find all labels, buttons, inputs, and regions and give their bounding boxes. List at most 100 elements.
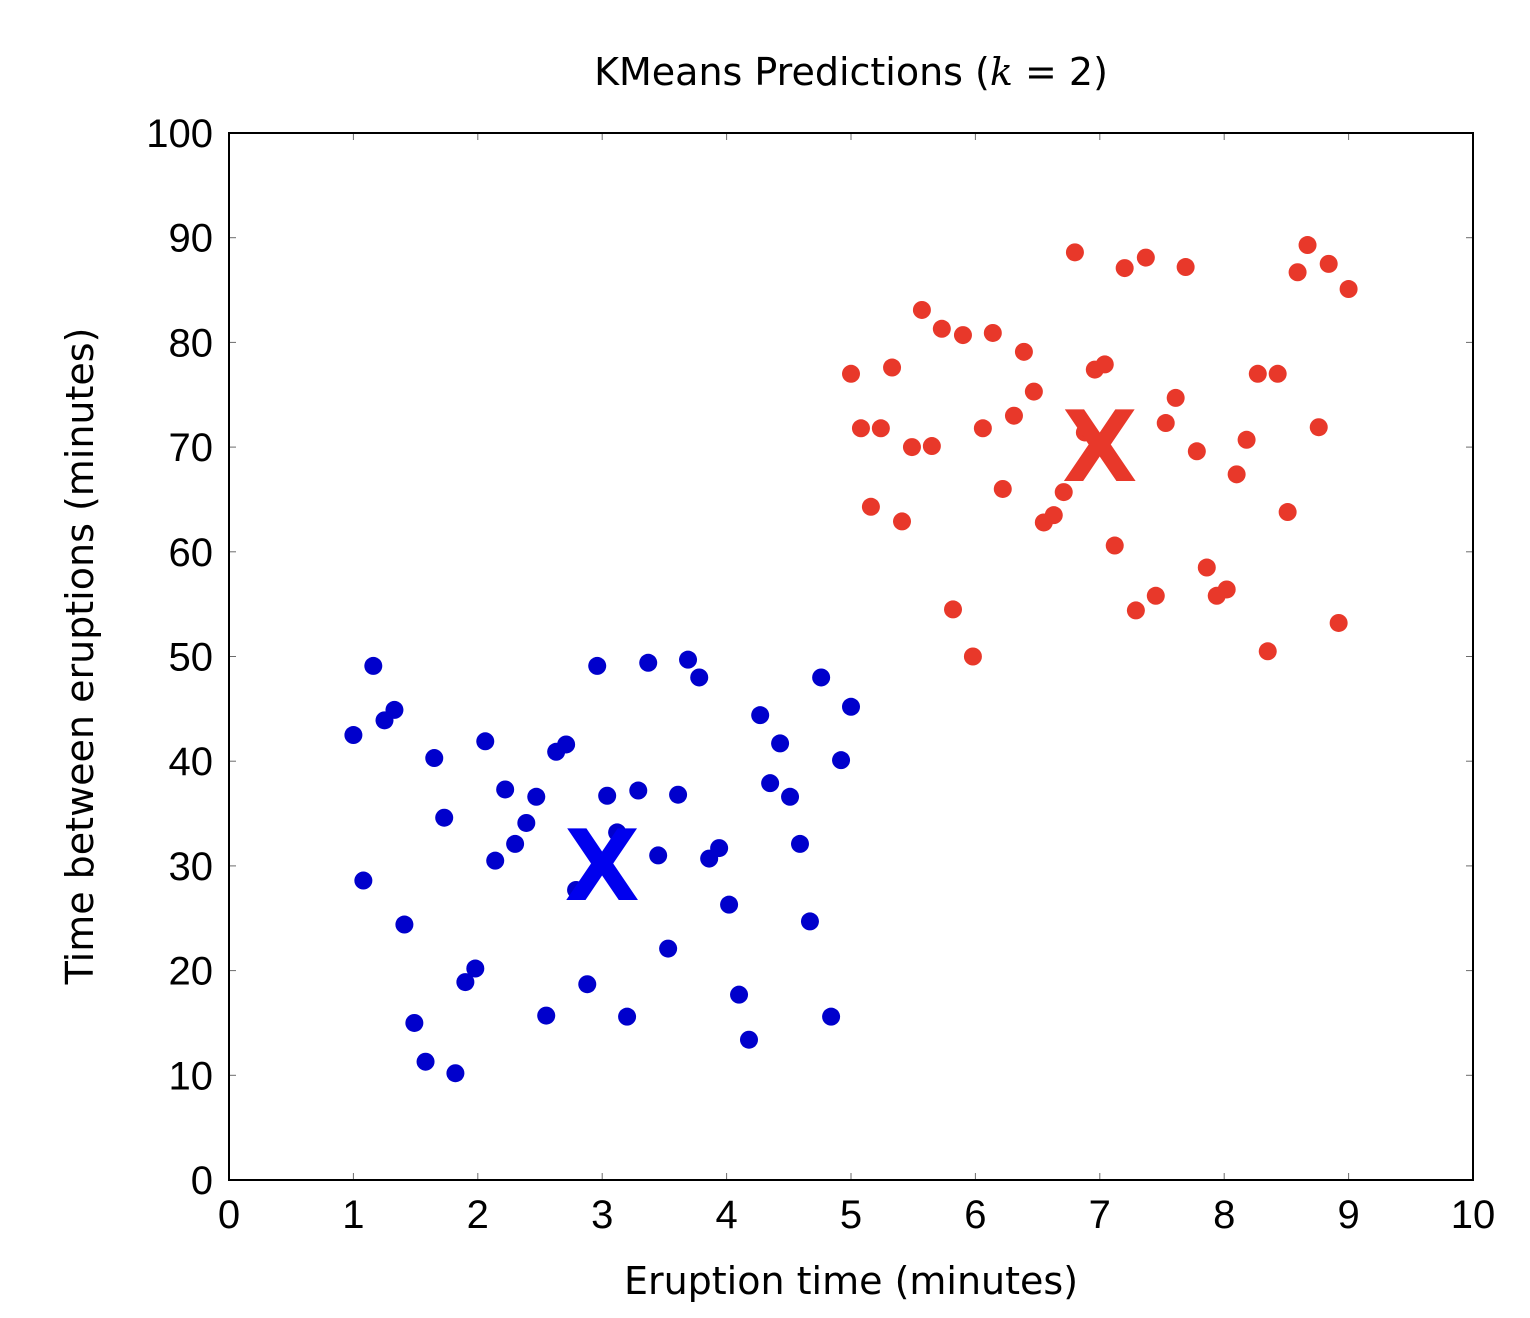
x-tick-label: 7 bbox=[1089, 1193, 1111, 1237]
cluster-2-point bbox=[1146, 586, 1165, 605]
cluster-2-point bbox=[922, 437, 941, 456]
cluster-2-point bbox=[1329, 613, 1348, 632]
x-tick-label: 3 bbox=[591, 1193, 613, 1237]
cluster-1-point bbox=[639, 653, 658, 672]
cluster-1-point bbox=[761, 774, 780, 793]
cluster-2-point bbox=[1298, 236, 1317, 255]
cluster-2-point bbox=[1197, 558, 1216, 577]
cluster-2-point bbox=[1187, 442, 1206, 461]
cluster-1-point bbox=[517, 813, 536, 832]
cluster-2-point bbox=[1115, 259, 1134, 278]
cluster-1-point bbox=[486, 851, 505, 870]
cluster-2-point bbox=[1095, 355, 1114, 374]
cluster-1-point bbox=[405, 1013, 424, 1032]
cluster-1-point bbox=[739, 1030, 758, 1049]
x-tick-label: 2 bbox=[467, 1193, 489, 1237]
cluster-1-point bbox=[659, 939, 678, 958]
plot-frame bbox=[228, 132, 1474, 1181]
cluster-1-point bbox=[842, 697, 860, 716]
x-tick-labels: 0 1 2 3 4 5 6 7 8 9 10 bbox=[218, 1193, 1495, 1237]
cluster-1-point bbox=[416, 1052, 435, 1071]
chart-title-part-1: KMeans Predictions ( bbox=[594, 50, 990, 94]
cluster-2-point bbox=[1288, 263, 1307, 282]
cluster-1-point bbox=[730, 985, 749, 1004]
cluster-2-point bbox=[883, 358, 902, 377]
cluster-2-point bbox=[1136, 248, 1155, 267]
x-tick-label: 9 bbox=[1337, 1193, 1359, 1237]
y-tick-label: 20 bbox=[169, 950, 214, 994]
data-points bbox=[344, 236, 1358, 1083]
cluster-1-point bbox=[496, 780, 515, 799]
cluster-1-point bbox=[618, 1007, 637, 1026]
y-tick-label: 60 bbox=[169, 531, 214, 575]
y-tick-labels: 0 10 20 30 40 50 60 70 80 90 100 bbox=[146, 112, 213, 1203]
y-axis-label: Time between eruptions (minutes) bbox=[58, 328, 102, 986]
cluster-1-point bbox=[629, 781, 648, 800]
cluster-1-point bbox=[832, 751, 851, 770]
y-tick-label: 40 bbox=[169, 740, 214, 784]
cluster-1-point bbox=[385, 700, 404, 719]
cluster-2-point bbox=[902, 438, 921, 457]
cluster-2-point bbox=[1004, 406, 1023, 425]
cluster-2-point bbox=[851, 419, 870, 438]
y-tick-label: 90 bbox=[169, 217, 214, 261]
cluster-2-point bbox=[1278, 503, 1297, 522]
chart-title: KMeans Predictions (k = 2) bbox=[594, 50, 1108, 94]
x-tick-label: 8 bbox=[1213, 1193, 1235, 1237]
cluster-1-point bbox=[800, 912, 819, 931]
cluster-1-point bbox=[781, 787, 800, 806]
cluster-2-point bbox=[1156, 414, 1175, 433]
cluster-1-point bbox=[771, 734, 790, 753]
cluster-2-point bbox=[1237, 430, 1256, 449]
x-tick-label: 4 bbox=[715, 1193, 737, 1237]
cluster-1-point bbox=[435, 808, 454, 827]
cluster-1-point bbox=[527, 787, 546, 806]
chart-title-part-3: = 2) bbox=[1013, 50, 1108, 94]
cluster-2-point bbox=[1024, 382, 1043, 401]
cluster-1-point bbox=[710, 839, 729, 858]
cluster-2-point bbox=[1044, 506, 1063, 525]
y-tick-label: 10 bbox=[169, 1054, 214, 1098]
y-tick-label: 70 bbox=[169, 426, 214, 470]
cluster-1-point bbox=[446, 1064, 465, 1083]
cluster-1-point bbox=[608, 823, 627, 842]
cluster-2-point bbox=[893, 512, 912, 531]
cluster-1-point bbox=[537, 1006, 556, 1025]
cluster-1-point bbox=[567, 880, 586, 899]
cluster-1-point bbox=[506, 834, 525, 853]
chart-title-part-2: k bbox=[990, 50, 1013, 94]
cluster-2-point bbox=[1176, 258, 1195, 277]
cluster-1-point bbox=[822, 1007, 841, 1026]
cluster-1-point bbox=[354, 871, 373, 890]
cluster-1-point bbox=[425, 749, 444, 768]
cluster-1-point bbox=[690, 668, 709, 687]
cluster-2-point bbox=[1014, 342, 1033, 361]
cluster-2-point bbox=[944, 600, 963, 619]
cluster-1-point bbox=[466, 959, 485, 978]
cluster-2-point bbox=[1105, 536, 1124, 555]
y-tick-label: 0 bbox=[191, 1159, 213, 1203]
y-tick-label: 30 bbox=[169, 845, 214, 889]
cluster-2-point bbox=[1126, 601, 1145, 620]
cluster-1-point bbox=[679, 650, 698, 669]
cluster-2-point bbox=[1054, 483, 1073, 502]
centroid-markers: XX bbox=[564, 391, 1137, 924]
cluster-2-point bbox=[1258, 642, 1277, 661]
cluster-2-point bbox=[1339, 280, 1358, 299]
cluster-2-point bbox=[963, 647, 982, 666]
x-tick-label: 5 bbox=[840, 1193, 862, 1237]
cluster-1-point bbox=[364, 656, 383, 675]
cluster-1-point bbox=[395, 915, 414, 934]
cluster-1-point bbox=[344, 726, 363, 745]
cluster-1-point bbox=[812, 668, 831, 687]
cluster-2-point bbox=[912, 300, 931, 319]
x-tick-label: 0 bbox=[218, 1193, 240, 1237]
cluster-2-point bbox=[842, 364, 860, 383]
y-tick-label: 80 bbox=[169, 321, 214, 365]
cluster-2-point bbox=[973, 419, 992, 438]
cluster-2-point bbox=[1319, 254, 1338, 273]
cluster-2-point bbox=[1268, 364, 1287, 383]
y-tick-label: 50 bbox=[169, 636, 214, 680]
cluster-2-point bbox=[993, 479, 1012, 498]
